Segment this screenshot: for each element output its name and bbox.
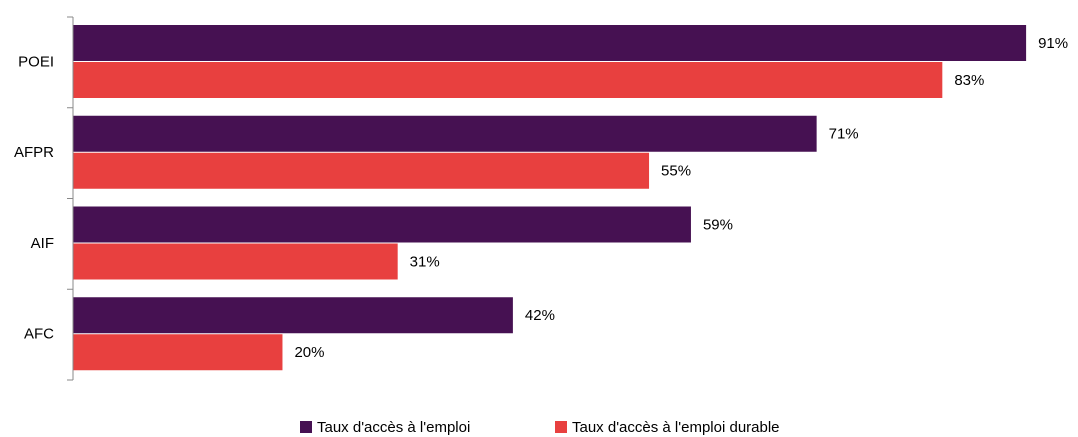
data-label: 31%	[410, 253, 440, 270]
data-label: 71%	[829, 126, 859, 143]
bar	[73, 152, 650, 189]
y-tick-label: AFPR	[14, 144, 54, 161]
data-label: 55%	[661, 163, 691, 180]
data-label: 20%	[294, 344, 324, 361]
bar	[73, 115, 817, 152]
bar	[73, 206, 691, 243]
y-tick-label: POEI	[18, 53, 54, 70]
legend-label: Taux d'accès à l'emploi durable	[572, 419, 780, 436]
data-label: 59%	[703, 216, 733, 233]
y-tick-label: AFC	[24, 326, 54, 343]
bar	[73, 243, 398, 280]
bar	[73, 62, 943, 98]
legend-swatch	[300, 421, 312, 433]
data-label: 91%	[1038, 35, 1068, 52]
y-tick-label: AIF	[31, 235, 54, 252]
bar	[73, 334, 283, 371]
bar	[73, 25, 1027, 61]
data-label: 42%	[525, 307, 555, 324]
legend-label: Taux d'accès à l'emploi	[317, 419, 470, 436]
bar	[73, 297, 513, 334]
legend-swatch	[555, 421, 567, 433]
data-label: 83%	[954, 72, 984, 89]
